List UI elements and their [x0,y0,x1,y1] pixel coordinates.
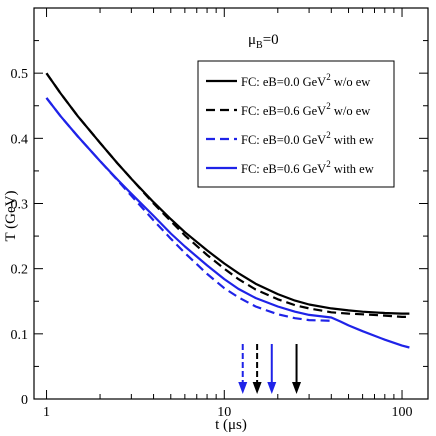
y-tick-label: 0.4 [11,132,29,147]
legend-label-1: FC: eB=0.0 GeV2 w/o ew [241,72,370,89]
y-tick-label: 0.3 [11,198,29,213]
arrow-head-4 [292,382,302,394]
legend-label-tail: w/o ew [331,104,371,118]
mu-b-annotation: μB=0 [248,32,279,51]
legend-label-main: FC: eB=0.6 GeV [241,104,326,118]
y-axis-label: T (GeV) [3,191,19,242]
legend-label-sup: 2 [326,101,331,111]
arrow-head-2 [252,382,262,394]
x-tick-label: 1 [43,405,50,420]
legend-label-main: FC: eB=0.6 GeV [241,162,326,176]
legend-label-sup: 2 [326,159,331,169]
legend-label-tail: with ew [331,162,374,176]
legend-label-4: FC: eB=0.6 GeV2 with ew [241,159,374,176]
series-line-2 [45,72,410,318]
y-tick-label: 0.5 [11,67,29,82]
arrow-head-3 [267,382,277,394]
x-axis-label: t (μs) [215,417,247,433]
legend-label-main: FC: eB=0.0 GeV [241,133,326,147]
mu-value: =0 [263,32,279,48]
y-tick-label: 0.2 [11,263,29,278]
series-line-4 [45,97,410,349]
legend-label-sup: 2 [326,72,331,82]
legend-label-tail: w/o ew [331,75,371,89]
axis-ticks: 0 0.1 0.2 0.3 0.4 0.5 1 10 100 [11,8,428,420]
arrow-markers [238,344,302,394]
legend-label-3: FC: eB=0.0 GeV2 with ew [241,130,374,147]
mu-subscript: B [256,40,263,51]
y-tick-label: 0 [21,393,28,408]
x-tick-label: 10 [217,405,231,420]
mu-symbol: μ [248,32,256,48]
y-tick-label: 0.1 [11,328,29,343]
arrow-head-1 [238,382,248,394]
x-tick-label: 100 [392,405,413,420]
legend-label-sup: 2 [326,130,331,140]
legend-label-main: FC: eB=0.0 GeV [241,75,326,89]
legend-label-tail: with ew [331,133,374,147]
series-lines [45,72,410,349]
legend-label-2: FC: eB=0.6 GeV2 w/o ew [241,101,370,118]
